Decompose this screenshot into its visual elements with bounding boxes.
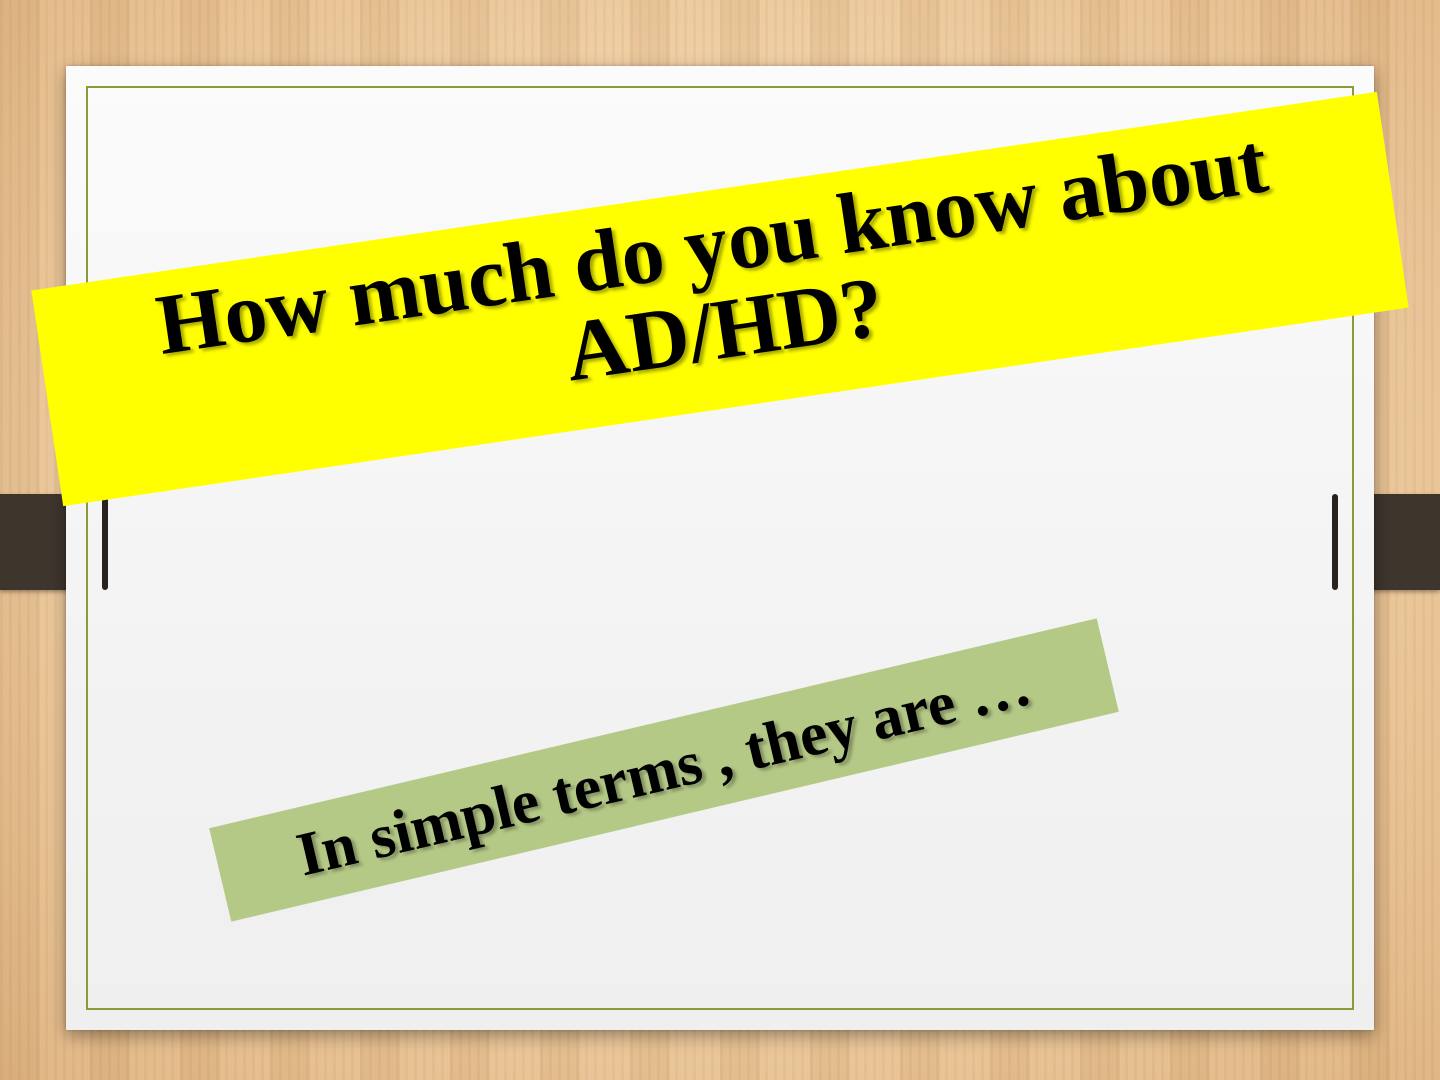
paper-border: [86, 86, 1354, 1010]
left-strap-pin: [102, 494, 108, 590]
right-strap-pin: [1332, 494, 1338, 590]
